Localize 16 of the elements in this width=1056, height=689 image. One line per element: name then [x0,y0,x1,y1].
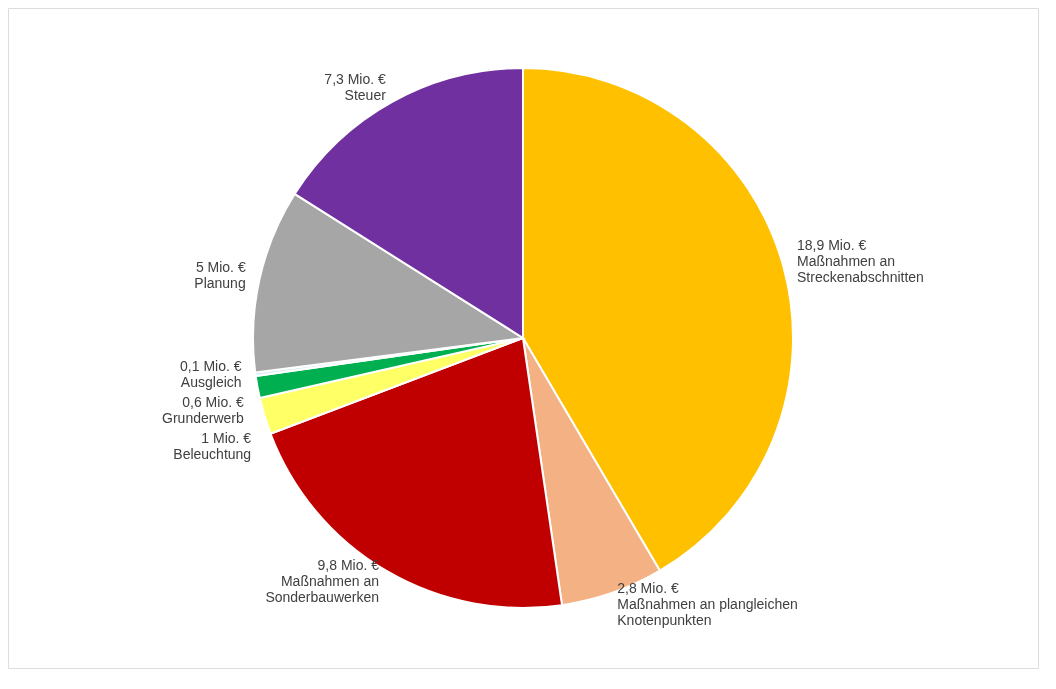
slice-label: Maßnahmen an Streckenabschnitten [797,253,924,286]
data-label: 18,9 Mio. € [797,237,867,254]
slice-label: Ausgleich [180,374,242,391]
slice-label: Maßnahmen an plangleichen Knotenpunkten [617,595,798,628]
data-label: 5 Mio. € [195,258,246,275]
slice-label: Grunderwerb [162,410,244,427]
slice-label: Steuer [344,87,387,104]
data-label: 2,8 Mio. € [617,579,679,596]
data-label: 0,6 Mio. € [182,394,244,411]
slice-label: Maßnahmen an Sonderbauwerken [265,572,380,605]
slice-label: Beleuchtung [173,446,252,463]
slice-label: Planung [194,274,246,291]
data-label: 7,3 Mio. € [324,71,387,88]
data-label: 0,1 Mio. € [180,358,242,375]
data-label: 9,8 Mio. € [317,556,380,573]
data-label: 1 Mio. € [201,430,252,447]
